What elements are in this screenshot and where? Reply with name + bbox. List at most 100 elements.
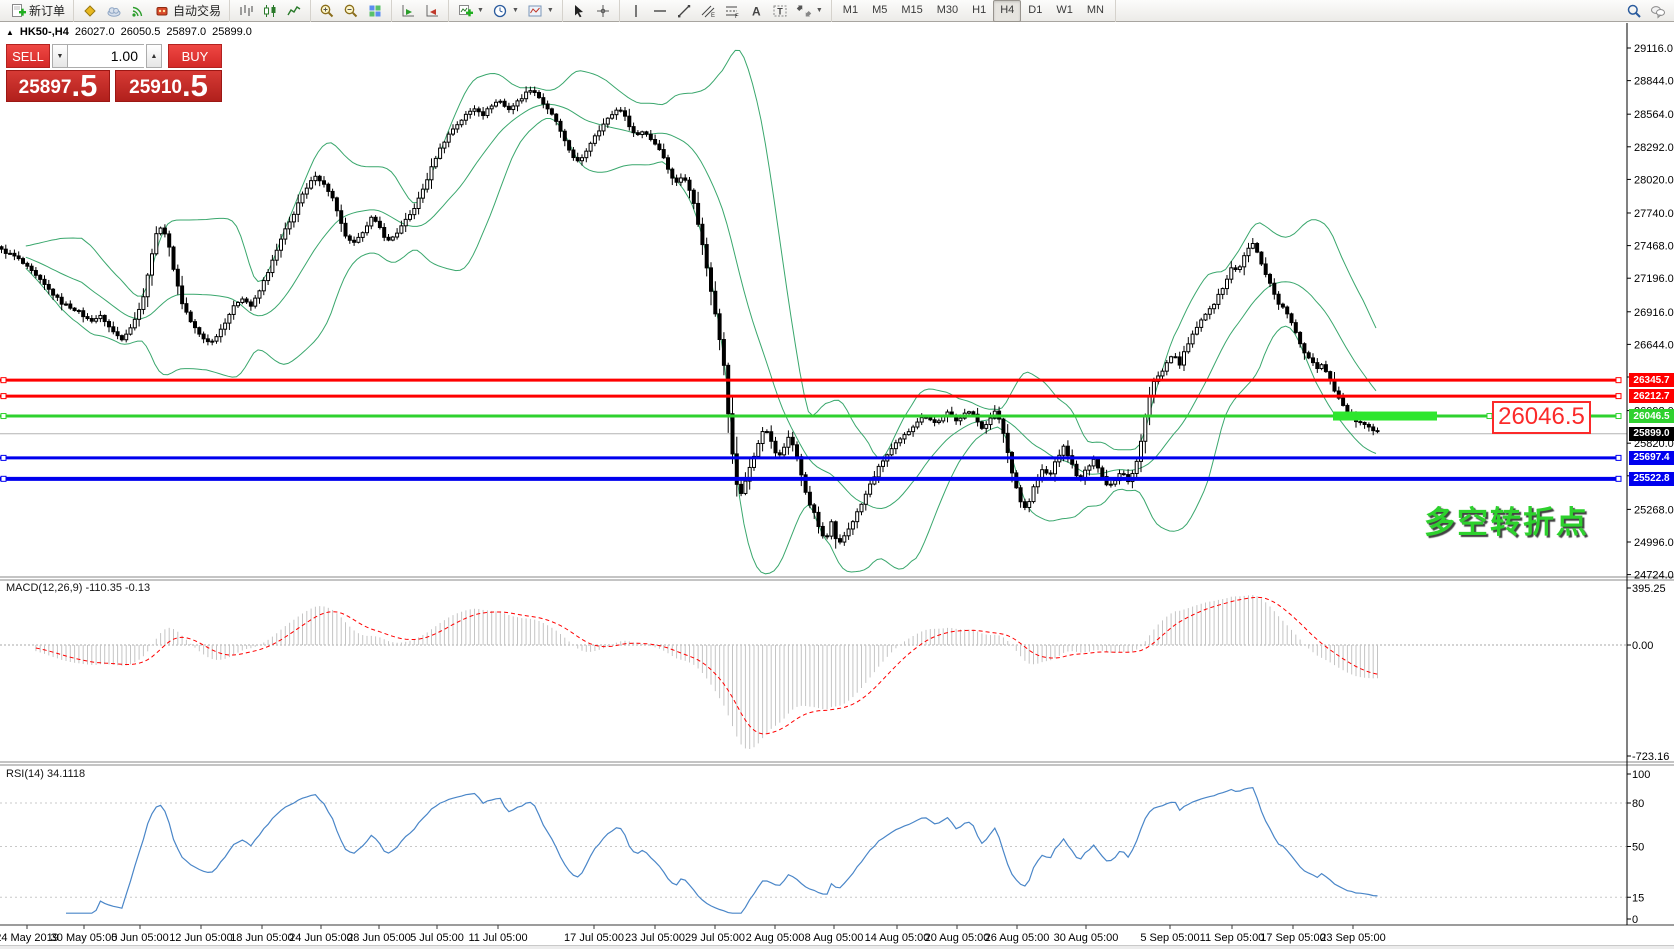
tile-windows-button[interactable]	[363, 0, 387, 22]
market-watch-button[interactable]	[78, 0, 102, 22]
rsi-indicator-label: RSI(14) 34.1118	[6, 768, 86, 780]
trendline-icon	[676, 3, 692, 19]
dropdown-arrow-icon[interactable]: ▼	[477, 7, 484, 14]
support-2-price-chip[interactable]: 25522.8	[1629, 471, 1674, 486]
bars-icon	[238, 3, 254, 19]
channel-icon: E	[700, 3, 716, 19]
zoom-in-button[interactable]	[315, 0, 339, 22]
fibonacci-button[interactable]: F	[720, 0, 744, 22]
key-level-price-chip[interactable]: 26046.5	[1629, 409, 1674, 424]
resistance-2-price-chip[interactable]: 26212.7	[1629, 389, 1674, 404]
trendline-button[interactable]	[672, 0, 696, 22]
cursor-button[interactable]	[567, 0, 591, 22]
key-level-highlight-bar[interactable]	[1333, 411, 1437, 421]
date-tick-label: 11 Jul 05:00	[468, 932, 527, 944]
robot-icon	[154, 3, 170, 19]
buy-price-fraction: .5	[181, 68, 208, 103]
support-2-handle[interactable]	[1615, 475, 1622, 482]
zoom-out-button[interactable]	[339, 0, 363, 22]
toolbar-group: 新订单	[2, 0, 75, 22]
date-tick-label: 23 Jul 05:00	[625, 932, 685, 944]
date-tick-label: 17 Jul 05:00	[564, 932, 624, 944]
toolbar-group	[311, 0, 393, 22]
bull-bear-turning-point-annotation[interactable]: 多空转折点	[1424, 505, 1589, 540]
price-tick-label: 24724.0	[1634, 570, 1674, 582]
gold-icon	[82, 3, 98, 19]
buy-button[interactable]: BUY	[168, 44, 222, 68]
resistance-2-handle[interactable]	[1615, 393, 1622, 400]
text-label-button[interactable]: T	[768, 0, 792, 22]
date-tick-label: 14 Aug 05:00	[865, 932, 930, 944]
crosshair-button[interactable]	[591, 0, 615, 22]
chart-line-button[interactable]	[282, 0, 306, 22]
dropdown-arrow-icon[interactable]: ▼	[546, 7, 554, 14]
key-level-handle[interactable]	[0, 413, 7, 420]
support-1-handle[interactable]	[0, 454, 7, 461]
collapse-arrow-icon[interactable]: ▲	[6, 27, 14, 37]
timeframe-d1-button[interactable]: D1	[1028, 3, 1043, 16]
timeframe-m30-button[interactable]: M30	[936, 3, 959, 16]
autotrading-button[interactable]: 自动交易	[150, 0, 225, 22]
date-tick-label: 18 Jun 05:00	[230, 932, 294, 944]
price-tick-label: 28844.0	[1634, 76, 1674, 88]
chart-shift-button[interactable]	[420, 0, 444, 22]
key-level-callout[interactable]: 26046.5	[1492, 401, 1591, 434]
signals-button[interactable]	[126, 0, 150, 22]
sell-price-display[interactable]: 25897.5	[6, 70, 110, 102]
toolbar-group	[230, 0, 312, 22]
timeframe-h4-button[interactable]: H4	[993, 0, 1022, 22]
timeframe-mn-button[interactable]: MN	[1086, 3, 1104, 16]
rsi-tick-label: 80	[1632, 798, 1644, 810]
resistance-1-price-chip[interactable]: 26345.7	[1629, 373, 1674, 388]
timeframe-w1-button[interactable]: W1	[1056, 3, 1073, 16]
volume-increase-button[interactable]: ▲	[146, 44, 162, 68]
macd-tick-label: 395.25	[1632, 583, 1666, 595]
chat-button[interactable]	[1646, 0, 1670, 22]
date-tick-label: 23 Sep 05:00	[1320, 932, 1385, 944]
support-2-handle[interactable]	[0, 475, 7, 482]
resistance-1-handle[interactable]	[1615, 377, 1622, 384]
timeframe-m1-button[interactable]: M1	[842, 3, 859, 16]
volume-input[interactable]: 1.00	[68, 44, 144, 68]
volume-decrease-button[interactable]: ▼	[52, 44, 68, 68]
symbol-header[interactable]: ▲ HK50-,H4 26027.0 26050.5 25897.0 25899…	[6, 26, 252, 38]
timeframe-m5-button[interactable]: M5	[872, 3, 888, 16]
chart-bars-button[interactable]	[234, 0, 258, 22]
templates-button[interactable]: ▼	[523, 0, 558, 22]
price-tick-label: 25820.0	[1634, 438, 1674, 450]
buy-price-display[interactable]: 25910.5	[115, 70, 222, 102]
resistance-2-handle[interactable]	[0, 393, 7, 400]
vertical-line-button[interactable]	[624, 0, 648, 22]
timeframe-h1-button[interactable]: H1	[972, 3, 987, 16]
bid-line-price-chip[interactable]: 25899.0	[1629, 426, 1674, 441]
arrows-button[interactable]: ▼	[792, 0, 827, 22]
date-tick-label: 11 Sep 05:00	[1200, 932, 1265, 944]
macd-tick-label: -723.16	[1632, 751, 1669, 763]
support-1-price-chip[interactable]: 25697.4	[1629, 450, 1674, 465]
chart-candles-button[interactable]	[258, 0, 282, 22]
horizontal-line-button[interactable]	[648, 0, 672, 22]
autoscroll-icon	[400, 3, 416, 19]
sell-button[interactable]: SELL	[6, 44, 50, 68]
clock-icon	[492, 3, 508, 19]
ohlc-close: 25899.0	[212, 26, 252, 38]
dropdown-arrow-icon[interactable]: ▼	[511, 7, 519, 14]
symbol-name: HK50-,H4	[19, 26, 69, 38]
resistance-1-handle[interactable]	[0, 377, 7, 384]
price-tick-label: 27740.0	[1634, 208, 1674, 220]
search-button[interactable]	[1622, 0, 1646, 22]
support-1-handle[interactable]	[1615, 454, 1622, 461]
dropdown-arrow-icon[interactable]: ▼	[815, 7, 823, 14]
periods-button[interactable]: ▼	[488, 0, 523, 22]
timeframe-m15-button[interactable]: M15	[901, 3, 923, 16]
text-button[interactable]: A	[744, 0, 768, 22]
date-tick-label: 29 Jul 05:00	[685, 932, 745, 944]
indicators-button[interactable]: ▼	[453, 0, 488, 22]
new-order-button[interactable]: 新订单	[6, 0, 69, 22]
equidistant-channel-button[interactable]: E	[696, 0, 720, 22]
auto-scroll-button[interactable]	[396, 0, 420, 22]
key-level-handle[interactable]	[1615, 413, 1622, 420]
charts-cloud-button[interactable]	[102, 0, 126, 22]
